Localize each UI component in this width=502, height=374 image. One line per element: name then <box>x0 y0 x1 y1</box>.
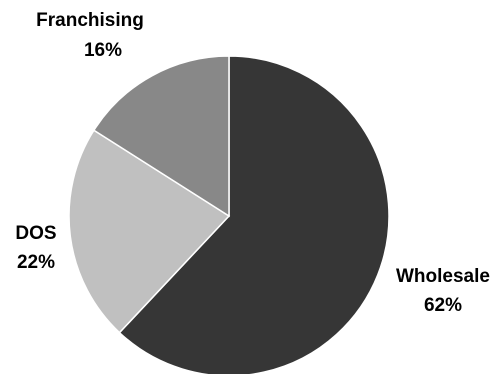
pie-slice-wholesale <box>118 55 390 374</box>
slice-value-dos: 22% <box>17 252 55 273</box>
pie-slices <box>68 55 390 374</box>
pie-slice-franchising <box>92 55 230 218</box>
pie-slice-dos <box>68 129 231 334</box>
slice-value-wholesale: 62% <box>424 295 462 316</box>
slice-label-franchising: Franchising <box>36 10 144 31</box>
slice-value-franchising: 16% <box>84 40 122 61</box>
slice-label-wholesale: Wholesale <box>396 266 490 287</box>
slice-label-dos: DOS <box>15 223 56 244</box>
